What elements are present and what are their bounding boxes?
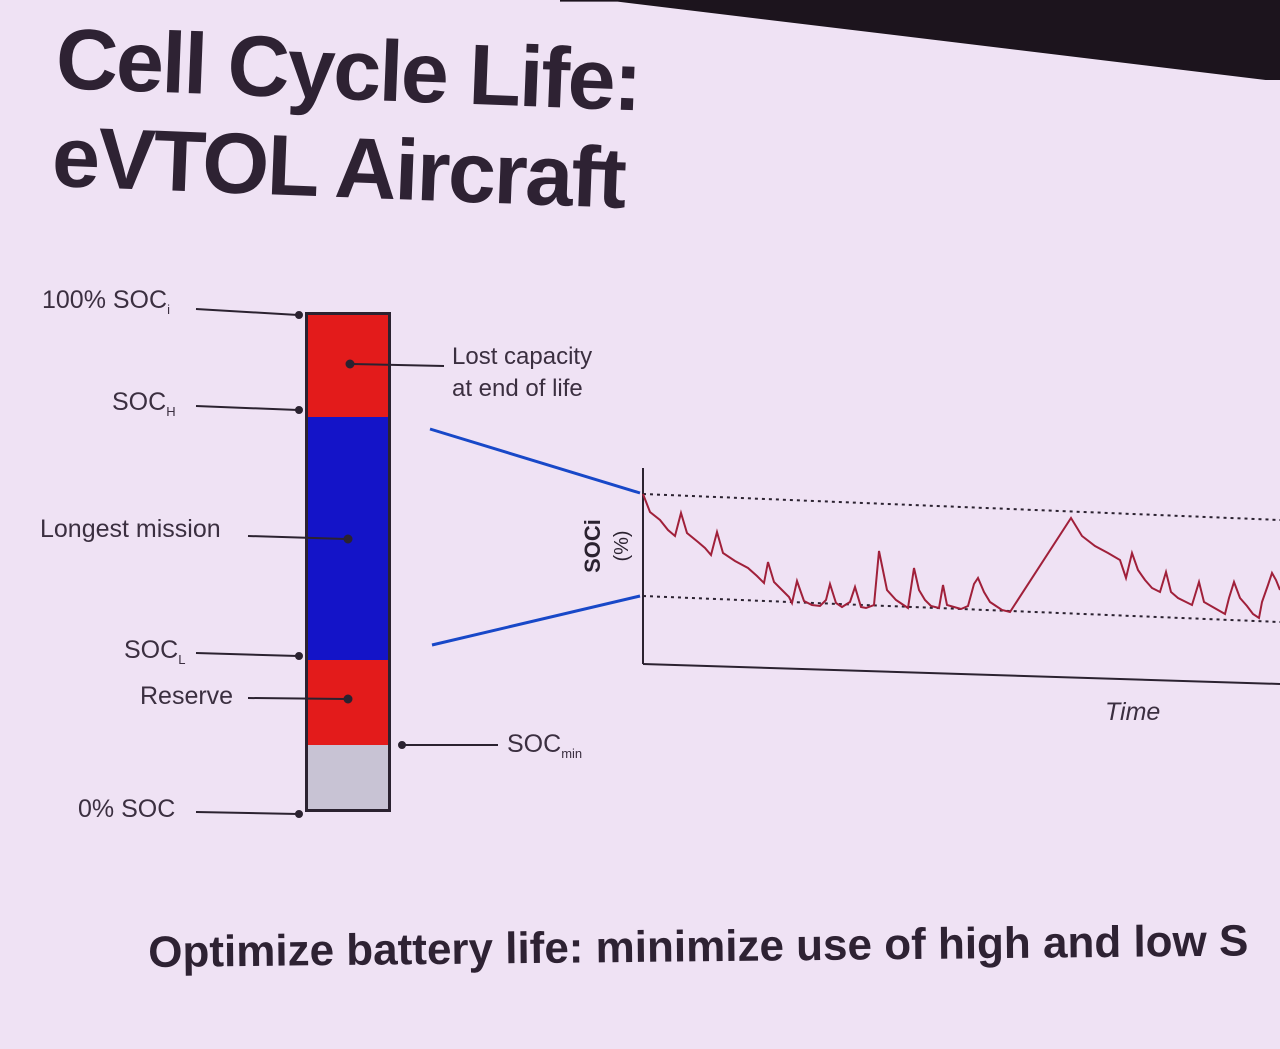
label-soc-l: SOCL <box>124 636 186 667</box>
soc-bar <box>305 312 391 812</box>
y-axis-label: SOCi (%) <box>580 519 633 573</box>
x-axis-label: Time <box>1105 698 1161 726</box>
bar-segment-unusable <box>308 745 388 809</box>
soc-bounds <box>642 493 1280 623</box>
soc-trace <box>642 493 1280 620</box>
label-0-soc: 0% SOC <box>78 795 176 823</box>
y-axis-label-line2: (%) <box>611 530 633 561</box>
plot-axes <box>642 468 1280 685</box>
label-100-soc: 100% SOCi <box>42 286 170 317</box>
label-longest-mission: Longest mission <box>40 515 221 543</box>
label-reserve: Reserve <box>140 682 234 710</box>
callout-lost-capacity: Lost capacity at end of life <box>452 343 593 402</box>
zoom-lines <box>429 427 641 647</box>
label-soc-min: SOCmin <box>507 730 583 761</box>
leader-lines <box>195 308 498 818</box>
label-soc-h: SOCH <box>112 388 176 419</box>
y-axis-label-line1: SOCi <box>580 519 605 573</box>
